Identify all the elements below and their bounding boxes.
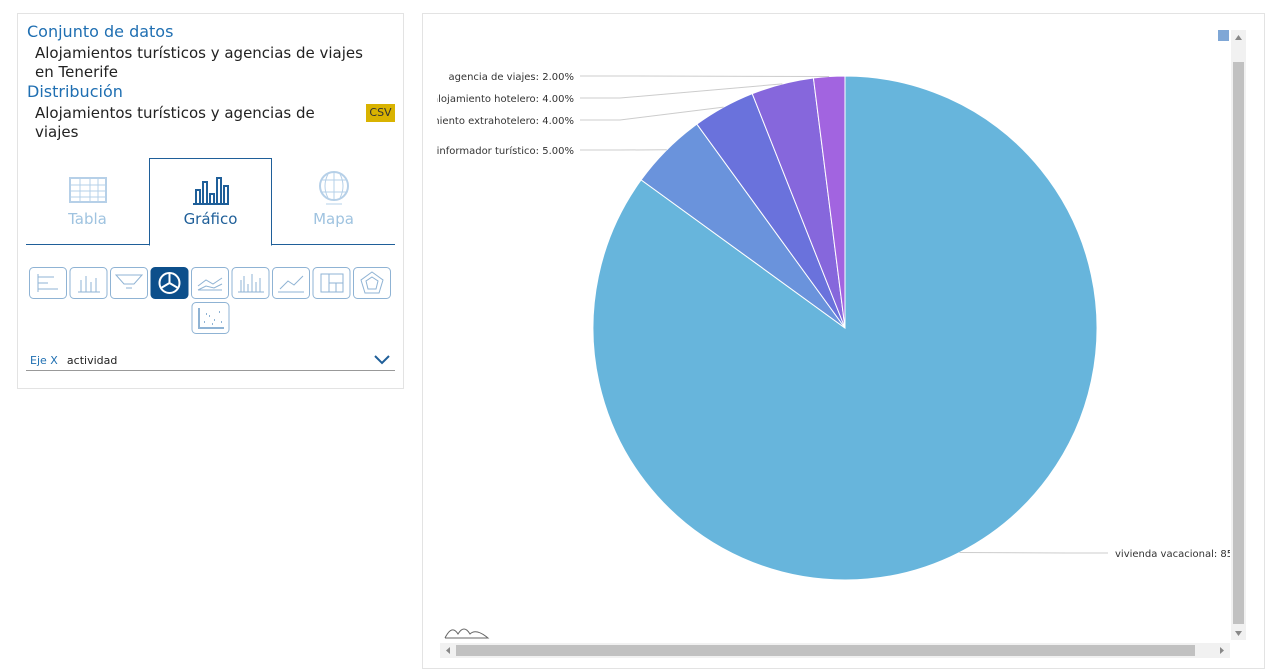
csv-badge[interactable]: CSV — [366, 104, 395, 122]
button[interactable] — [110, 267, 148, 299]
dataset-title: Alojamientos turísticos y agencias de vi… — [35, 44, 363, 81]
label-separator: : — [536, 94, 543, 105]
scroll-thumb[interactable] — [1233, 62, 1244, 624]
label-value: 2.00% — [542, 72, 574, 83]
button[interactable] — [69, 267, 108, 299]
tab-label: Gráfico — [183, 210, 238, 228]
label-category: alojamiento extrahotelero — [406, 116, 536, 127]
label-value: 5.00% — [542, 146, 574, 157]
navigator-icon — [444, 628, 490, 639]
distribution-heading: Distribución — [27, 82, 123, 101]
button[interactable] — [231, 267, 270, 299]
button[interactable] — [191, 302, 230, 334]
scroll-thumb[interactable] — [456, 645, 1195, 656]
leader-line — [580, 83, 783, 99]
tab[interactable]: Mapa — [272, 158, 395, 245]
button[interactable] — [353, 267, 391, 299]
side-panel — [17, 13, 404, 389]
plot: vivienda vacacional: 85.00% informador tu… — [406, 72, 1259, 581]
axis-select[interactable]: Eje X actividad — [26, 349, 395, 371]
table-icon — [68, 177, 107, 203]
chart-type-buttons — [29, 267, 391, 334]
label-value: 4.00% — [542, 94, 574, 105]
label-separator: : — [536, 72, 543, 83]
axis-value: actividad — [66, 354, 118, 367]
data-label: alojamiento extrahotelero: 4.00% — [406, 116, 574, 127]
label-value: 4.00% — [542, 116, 574, 127]
tab-label: Mapa — [313, 210, 354, 228]
dataset-heading: Conjunto de datos — [27, 22, 174, 41]
data-label: alojamiento hotelero: 4.00% — [432, 94, 574, 105]
menu-icon[interactable] — [1218, 30, 1229, 41]
tab-label: Tabla — [68, 210, 107, 228]
button[interactable] — [191, 267, 229, 299]
data-label: vivienda vacacional: 85.00% — [1115, 549, 1259, 560]
label-category: alojamiento hotelero — [432, 94, 536, 105]
dropdown-arrow — [374, 355, 390, 365]
chart-icon — [192, 177, 229, 205]
data-label: agencia de viajes: 2.00% — [448, 72, 574, 83]
label-category: agencia de viajes — [448, 72, 535, 83]
button[interactable] — [312, 267, 351, 299]
label-category: informador turístico — [437, 145, 536, 157]
label-separator: : — [536, 146, 543, 157]
button[interactable] — [29, 267, 67, 299]
leader-line — [580, 106, 724, 121]
label-separator: : — [536, 116, 543, 127]
tab-active[interactable]: Gráfico — [149, 158, 272, 246]
label-value: 85.00% — [1220, 549, 1258, 560]
button[interactable] — [272, 267, 310, 299]
label-category: vivienda vacacional — [1115, 549, 1214, 560]
distribution-title: Alojamientos turísticos y agencias de vi… — [35, 104, 315, 141]
axis-label: Eje X — [30, 354, 58, 367]
chart-panel — [422, 13, 1265, 669]
data-label: informador turístico: 5.00% — [437, 145, 574, 157]
map-icon — [318, 171, 349, 205]
tab[interactable]: Tabla — [26, 158, 149, 245]
label-separator: : — [1214, 549, 1221, 560]
